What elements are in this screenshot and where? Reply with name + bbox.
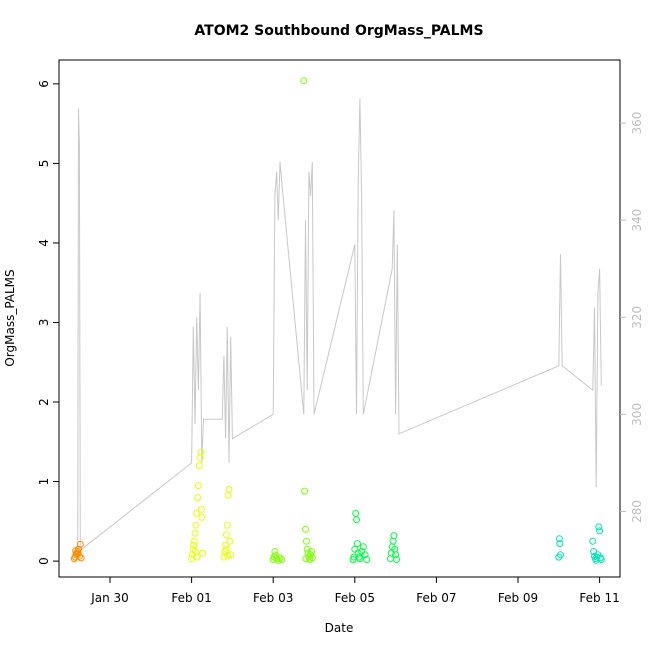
y-tick-label: 2 [37, 398, 51, 406]
y2-axis: 280 300 320 340 360 [620, 112, 644, 523]
data-point [356, 555, 364, 563]
x-tick-label: Feb 05 [335, 591, 375, 605]
data-point [302, 555, 310, 563]
altitude-line [75, 98, 602, 561]
data-point [353, 540, 361, 548]
y-axis: 0 1 2 3 4 5 6 [37, 80, 59, 565]
data-point [392, 551, 400, 559]
data-point [197, 505, 205, 513]
data-point [190, 537, 198, 545]
data-point [222, 545, 230, 553]
data-point [390, 532, 398, 540]
data-point [193, 509, 201, 517]
data-point [191, 529, 199, 537]
data-point [197, 448, 205, 456]
altitude-line-layer [75, 98, 602, 561]
data-point [189, 545, 197, 553]
data-point [227, 551, 235, 559]
y-tick-label: 4 [37, 239, 51, 247]
data-point [222, 531, 230, 539]
y-tick-label: 6 [37, 80, 51, 88]
x-tick-label: Feb 07 [416, 591, 456, 605]
data-point [389, 537, 397, 545]
data-point [361, 551, 369, 559]
data-point [359, 543, 367, 551]
data-point [223, 521, 231, 529]
data-point [273, 555, 281, 563]
data-point [222, 541, 230, 549]
x-tick-label: Jan 30 [90, 591, 129, 605]
data-point [363, 556, 371, 563]
y-axis-label: OrgMass_PALMS [3, 269, 17, 366]
scatter-points-layer [70, 77, 605, 564]
data-point [224, 491, 232, 499]
data-point [352, 509, 360, 517]
data-point [190, 541, 198, 549]
y2-tick-label: 280 [630, 500, 644, 523]
y-tick-label: 1 [37, 478, 51, 486]
data-point [220, 553, 228, 561]
data-point [596, 527, 604, 535]
y2-tick-label: 300 [630, 403, 644, 426]
data-point [387, 555, 394, 563]
x-axis-label: Date [325, 621, 354, 635]
data-point [271, 548, 279, 555]
plot-frame [58, 59, 621, 578]
data-point [198, 513, 206, 521]
data-point [191, 548, 199, 555]
data-point [556, 540, 564, 548]
data-point [301, 487, 309, 495]
data-point [76, 540, 84, 548]
data-point [194, 482, 202, 489]
data-point [224, 552, 232, 559]
data-point [226, 537, 234, 545]
data-point [557, 551, 564, 559]
chart-title: ATOM2 Southbound OrgMass_PALMS [194, 23, 483, 39]
data-point [597, 556, 605, 563]
data-point [589, 537, 597, 545]
y2-tick-label: 340 [630, 209, 644, 232]
data-point [199, 549, 207, 557]
x-tick-label: Feb 03 [253, 591, 293, 605]
data-point [300, 77, 308, 85]
data-point [302, 537, 310, 545]
data-point [225, 486, 233, 493]
data-point [192, 521, 200, 529]
data-point [393, 556, 400, 563]
data-point [353, 516, 360, 524]
x-tick-label: Feb 09 [498, 591, 538, 605]
y-tick-label: 0 [37, 557, 51, 565]
x-tick-label: Feb 01 [171, 591, 211, 605]
data-point [194, 494, 202, 501]
data-point [351, 545, 359, 553]
y-tick-label: 5 [37, 160, 51, 168]
data-point [74, 550, 82, 558]
x-tick-label: Feb 11 [579, 591, 619, 605]
data-point [195, 462, 203, 470]
y-tick-label: 3 [37, 319, 51, 327]
data-point [276, 554, 284, 562]
data-point [595, 523, 603, 531]
y2-tick-label: 320 [630, 306, 644, 329]
data-point [302, 525, 309, 533]
x-axis: Jan 30 Feb 01 Feb 03 Feb 05 Feb 07 Feb 09 Feb … [90, 577, 620, 605]
data-point [77, 554, 85, 562]
data-point [278, 556, 286, 563]
data-point [555, 535, 563, 543]
y2-tick-label: 360 [630, 112, 644, 135]
